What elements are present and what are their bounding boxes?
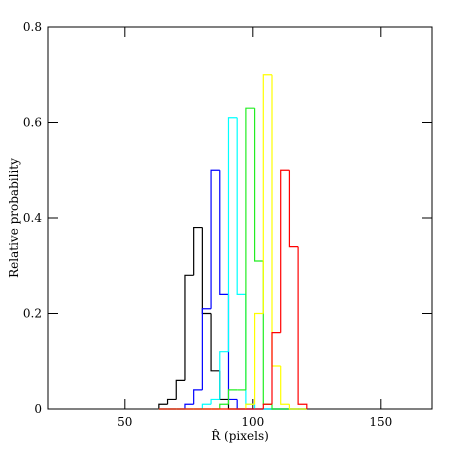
y-tick-label: 0 [34, 402, 42, 416]
histogram-step [227, 389, 238, 405]
histogram-step [193, 226, 203, 276]
histogram-step [210, 169, 220, 309]
histogram-step [219, 351, 229, 400]
x-tick-label: 150 [369, 415, 392, 429]
histogram-step [253, 404, 264, 410]
histogram-step [227, 117, 238, 352]
histogram-step [262, 403, 272, 409]
histogram-step [297, 246, 308, 409]
y-tick-label: 0.2 [23, 307, 42, 321]
histogram-step [280, 169, 290, 333]
histogram-step [210, 398, 220, 405]
histogram-step [262, 260, 272, 405]
histogram-step [262, 74, 272, 314]
y-axis-label: Relative probability [7, 158, 21, 278]
histogram-step [236, 399, 246, 410]
x-axis-label: R̂ (pixels) [211, 428, 269, 443]
y-tick-label: 0.4 [23, 211, 42, 225]
histogram-step [253, 108, 264, 262]
histogram-step [271, 74, 281, 367]
histogram-step [158, 403, 168, 409]
histogram-step [236, 117, 246, 295]
histogram-step [166, 398, 177, 405]
histogram-step [219, 403, 229, 409]
histogram-step [201, 308, 212, 390]
histogram-step [271, 404, 281, 410]
histogram-step [184, 274, 194, 381]
y-tick-label: 0.6 [23, 116, 42, 130]
histogram-step [288, 170, 299, 248]
histogram-step [219, 170, 229, 295]
y-tick-label: 0.8 [23, 20, 42, 34]
x-tick-label: 100 [241, 415, 264, 429]
histogram-step [227, 399, 238, 410]
histogram-step [271, 332, 281, 405]
histogram-step [227, 294, 238, 401]
histogram-step [175, 379, 185, 400]
histogram-step [201, 227, 212, 315]
histogram-step [288, 404, 299, 410]
histogram-step [219, 370, 229, 401]
histogram-step [245, 294, 255, 405]
plot-frame [47, 26, 433, 410]
histogram-step [201, 403, 212, 409]
histogram-step [245, 107, 255, 390]
histogram-step [193, 389, 203, 405]
x-tick-label: 50 [117, 415, 132, 429]
histogram-step [245, 403, 255, 409]
histogram-step [253, 312, 264, 405]
histogram-step [184, 403, 194, 409]
histogram-step [280, 366, 290, 405]
histogram-step [210, 313, 220, 372]
